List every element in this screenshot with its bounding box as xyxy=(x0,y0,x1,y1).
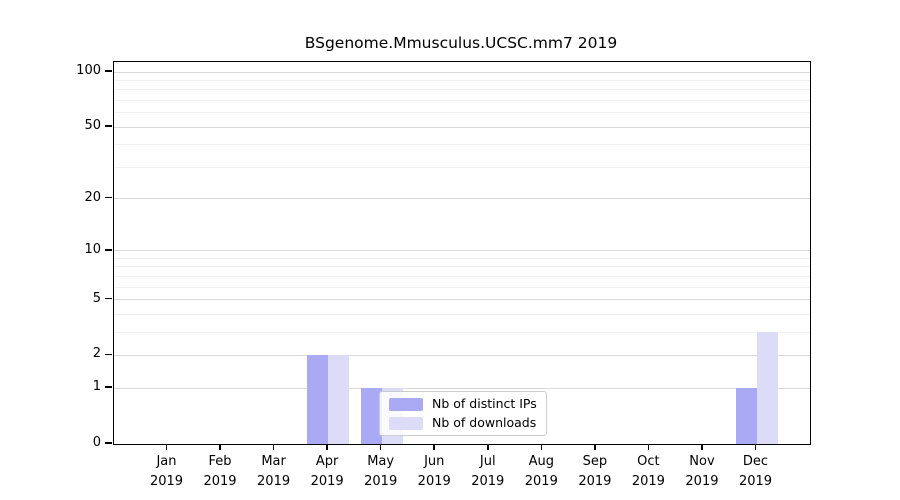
y-tick-mark-100 xyxy=(105,70,112,72)
x-tick-label-year-jan: 2019 xyxy=(149,473,184,489)
plot-area xyxy=(113,61,811,445)
x-tick-label-feb: Feb 2019 xyxy=(190,452,250,491)
y-tick-label-1: 1 xyxy=(92,379,101,395)
gridline-minor-40 xyxy=(114,144,810,146)
y-tick-mark-0 xyxy=(105,442,112,444)
x-tick-label-mar: Mar 2019 xyxy=(244,452,304,491)
gridline-major-10 xyxy=(114,250,810,252)
x-tick-label-year-nov: 2019 xyxy=(685,473,719,489)
x-tick-mark-aug xyxy=(540,445,543,450)
x-tick-mark-mar xyxy=(272,445,275,450)
x-tick-label-year-oct: 2019 xyxy=(631,473,665,489)
x-tick-label-month-oct: Oct xyxy=(637,454,660,469)
y-tick-label-10: 10 xyxy=(84,241,101,257)
x-tick-mark-feb xyxy=(219,445,221,450)
gridline-minor-4 xyxy=(114,313,810,315)
y-tick-mark-10 xyxy=(105,249,112,251)
x-tick-label-dec: Dec 2019 xyxy=(726,452,786,491)
x-tick-mark-oct xyxy=(647,445,650,450)
x-tick-label-month-dec: Dec xyxy=(742,454,769,469)
x-tick-label-nov: Nov 2019 xyxy=(672,452,732,491)
gridline-minor-30 xyxy=(114,166,810,168)
y-tick-label-100: 100 xyxy=(76,63,101,79)
y-tick-label-20: 20 xyxy=(84,189,101,205)
chart-title: BSgenome.Mmusculus.UCSC.mm7 2019 xyxy=(304,34,618,52)
x-tick-label-month-jan: Jan xyxy=(156,454,177,469)
gridline-minor-70 xyxy=(114,99,810,101)
x-tick-label-may: May 2019 xyxy=(351,452,411,491)
x-tick-label-year-mar: 2019 xyxy=(257,473,291,489)
legend-label-distinct-ips: Nb of distinct IPs xyxy=(432,396,537,411)
x-tick-label-oct: Oct 2019 xyxy=(618,452,678,491)
gridline-minor-90 xyxy=(114,79,810,81)
y-tick-mark-5 xyxy=(105,297,112,300)
y-tick-mark-2 xyxy=(105,353,112,356)
x-tick-label-year-apr: 2019 xyxy=(310,473,344,489)
y-tick-label-2: 2 xyxy=(92,346,101,362)
y-tick-mark-1 xyxy=(105,386,112,388)
x-tick-label-jul: Jul 2019 xyxy=(458,452,518,491)
x-tick-label-month-may: May xyxy=(367,454,395,469)
x-tick-mark-may xyxy=(379,445,382,450)
legend: Nb of distinct IPs Nb of downloads xyxy=(379,391,547,436)
x-tick-label-month-nov: Nov xyxy=(689,454,715,469)
legend-item-distinct-ips: Nb of distinct IPs xyxy=(389,396,537,412)
gridline-minor-3 xyxy=(114,331,810,333)
bar-may-distinct-ips xyxy=(360,388,382,444)
y-tick-label-5: 5 xyxy=(92,290,101,306)
gridline-minor-6 xyxy=(114,286,810,288)
gridline-major-5 xyxy=(114,299,810,301)
x-tick-label-month-mar: Mar xyxy=(261,454,286,469)
gridline-major-50 xyxy=(114,126,810,128)
x-tick-label-month-aug: Aug xyxy=(528,454,554,469)
legend-swatch-downloads xyxy=(389,416,423,430)
x-tick-mark-apr xyxy=(326,445,328,450)
gridline-minor-9 xyxy=(114,257,810,259)
x-tick-label-year-dec: 2019 xyxy=(738,473,773,489)
gridline-major-20 xyxy=(114,198,810,200)
x-tick-mark-jul xyxy=(487,445,489,450)
gridline-minor-8 xyxy=(114,266,810,268)
gridline-major-100 xyxy=(114,71,810,73)
x-tick-label-month-jun: Jun xyxy=(424,454,445,469)
x-tick-mark-sep xyxy=(594,445,596,450)
gridline-major-2 xyxy=(114,354,810,356)
x-tick-label-month-jul: Jul xyxy=(479,454,496,469)
x-tick-label-year-aug: 2019 xyxy=(524,473,558,489)
x-tick-mark-dec xyxy=(754,445,757,450)
x-tick-label-year-may: 2019 xyxy=(364,473,398,489)
y-tick-mark-50 xyxy=(105,125,112,127)
bar-dec-downloads xyxy=(756,332,778,444)
x-tick-label-month-apr: Apr xyxy=(315,454,339,469)
x-tick-label-year-feb: 2019 xyxy=(203,473,237,489)
gridline-major-1 xyxy=(114,387,810,389)
x-tick-label-month-feb: Feb xyxy=(208,454,232,469)
bar-apr-downloads xyxy=(328,355,350,444)
legend-item-downloads: Nb of downloads xyxy=(389,415,537,431)
y-tick-mark-20 xyxy=(105,196,112,199)
x-tick-label-aug: Aug 2019 xyxy=(511,452,571,491)
x-tick-label-month-sep: Sep xyxy=(582,454,608,469)
x-tick-mark-nov xyxy=(701,445,703,450)
bar-dec-distinct-ips xyxy=(735,388,757,444)
x-tick-label-apr: Apr 2019 xyxy=(297,452,357,491)
x-tick-label-year-jul: 2019 xyxy=(471,473,505,489)
legend-swatch-distinct-ips xyxy=(389,397,423,411)
x-tick-label-jun: Jun 2019 xyxy=(404,452,464,491)
y-tick-label-0: 0 xyxy=(92,435,101,450)
gridline-minor-7 xyxy=(114,275,810,277)
x-tick-label-year-jun: 2019 xyxy=(417,473,451,489)
x-tick-mark-jan xyxy=(165,445,168,450)
gridline-minor-60 xyxy=(114,112,810,114)
x-tick-label-jan: Jan 2019 xyxy=(137,452,197,491)
x-tick-label-year-sep: 2019 xyxy=(578,473,612,489)
bar-apr-distinct-ips xyxy=(307,355,329,444)
gridline-minor-80 xyxy=(114,89,810,91)
y-tick-label-50: 50 xyxy=(84,118,101,134)
x-tick-mark-jun xyxy=(433,445,435,450)
legend-label-downloads: Nb of downloads xyxy=(432,415,537,430)
x-tick-label-sep: Sep 2019 xyxy=(565,452,625,491)
